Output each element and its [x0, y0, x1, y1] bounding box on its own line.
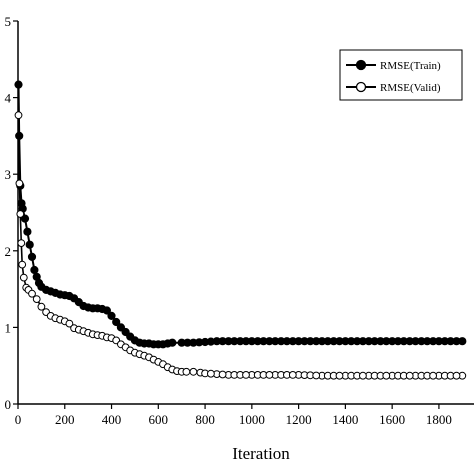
data-point: [17, 239, 26, 248]
data-point: [382, 337, 391, 346]
x-tick-label: 1600: [379, 412, 405, 427]
data-point: [359, 371, 367, 380]
data-point: [20, 214, 30, 223]
data-point: [23, 227, 32, 236]
data-point: [182, 367, 191, 376]
data-point: [265, 337, 274, 346]
x-tick-label: 0: [15, 412, 22, 427]
series-valid: [14, 111, 467, 380]
data-point: [358, 337, 367, 346]
x-tick-label: 400: [102, 412, 122, 427]
data-point: [14, 80, 23, 89]
legend: RMSE(Train) RMSE(Valid): [339, 49, 463, 101]
data-point: [429, 371, 438, 380]
data-point: [288, 337, 297, 346]
data-point: [382, 371, 391, 380]
data-point: [19, 273, 28, 282]
legend-label: RMSE(Valid): [380, 82, 441, 94]
data-point: [65, 319, 74, 328]
y-tick-label: 2: [5, 244, 12, 259]
data-point: [335, 337, 344, 346]
plot-area: 0 200 400 600 800 1000 1200 1400 1600 1800 0 1 2 3 4 5: [5, 14, 474, 427]
series-train: [14, 80, 467, 349]
data-point: [335, 371, 344, 380]
data-point: [15, 179, 24, 188]
x-tick-label: 1200: [286, 412, 312, 427]
data-point: [25, 240, 34, 249]
y-tick-label: 0: [5, 397, 12, 412]
data-point: [18, 260, 27, 269]
data-point: [16, 210, 25, 218]
data-point: [14, 111, 23, 120]
data-point: [183, 338, 192, 347]
x-axis-title: Iteration: [232, 444, 290, 463]
legend-label: RMSE(Train): [380, 60, 441, 72]
y-tick-label: 4: [5, 91, 12, 106]
data-point: [189, 367, 198, 376]
data-point: [206, 337, 215, 346]
legend-swatch-marker: [355, 81, 367, 93]
x-axis-ticks: 0 200 400 600 800 1000 1200 1400 1600 1800: [15, 404, 452, 427]
x-tick-label: 1400: [332, 412, 358, 427]
data-point: [28, 289, 36, 298]
data-point: [37, 302, 46, 311]
y-tick-label: 3: [5, 167, 12, 182]
data-point: [207, 369, 215, 378]
series-layer: [14, 80, 467, 380]
data-point: [405, 337, 414, 346]
x-tick-label: 800: [195, 412, 215, 427]
data-point: [195, 338, 204, 347]
data-point: [218, 370, 227, 379]
data-point: [107, 311, 116, 320]
data-point: [242, 371, 250, 379]
data-point: [112, 317, 121, 327]
x-tick-label: 600: [149, 412, 169, 427]
x-tick-label: 1800: [426, 412, 452, 427]
data-point: [32, 295, 41, 304]
y-axis-ticks: 0 1 2 3 4 5: [5, 14, 18, 412]
data-point: [429, 337, 438, 346]
legend-swatch-marker: [355, 59, 367, 71]
data-point: [30, 265, 39, 275]
data-point: [405, 371, 414, 380]
legend-items: RMSE(Train) RMSE(Valid): [346, 59, 441, 94]
data-point: [241, 337, 251, 346]
y-tick-label: 1: [5, 320, 12, 335]
data-point: [168, 338, 177, 347]
x-tick-label: 200: [55, 412, 75, 427]
series-line: [17, 115, 463, 377]
data-point: [218, 337, 227, 346]
data-point: [312, 371, 321, 380]
x-tick-label: 1000: [239, 412, 265, 427]
data-point: [312, 337, 321, 346]
data-point: [102, 306, 112, 315]
data-point: [288, 371, 297, 379]
y-tick-label: 5: [5, 14, 12, 29]
data-point: [452, 371, 461, 380]
data-point: [452, 337, 461, 346]
data-point: [27, 252, 37, 261]
data-point: [265, 371, 274, 379]
